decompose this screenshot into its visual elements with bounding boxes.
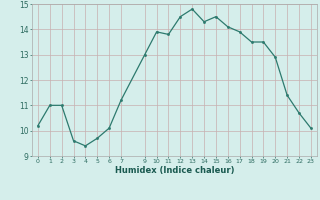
X-axis label: Humidex (Indice chaleur): Humidex (Indice chaleur) <box>115 166 234 175</box>
